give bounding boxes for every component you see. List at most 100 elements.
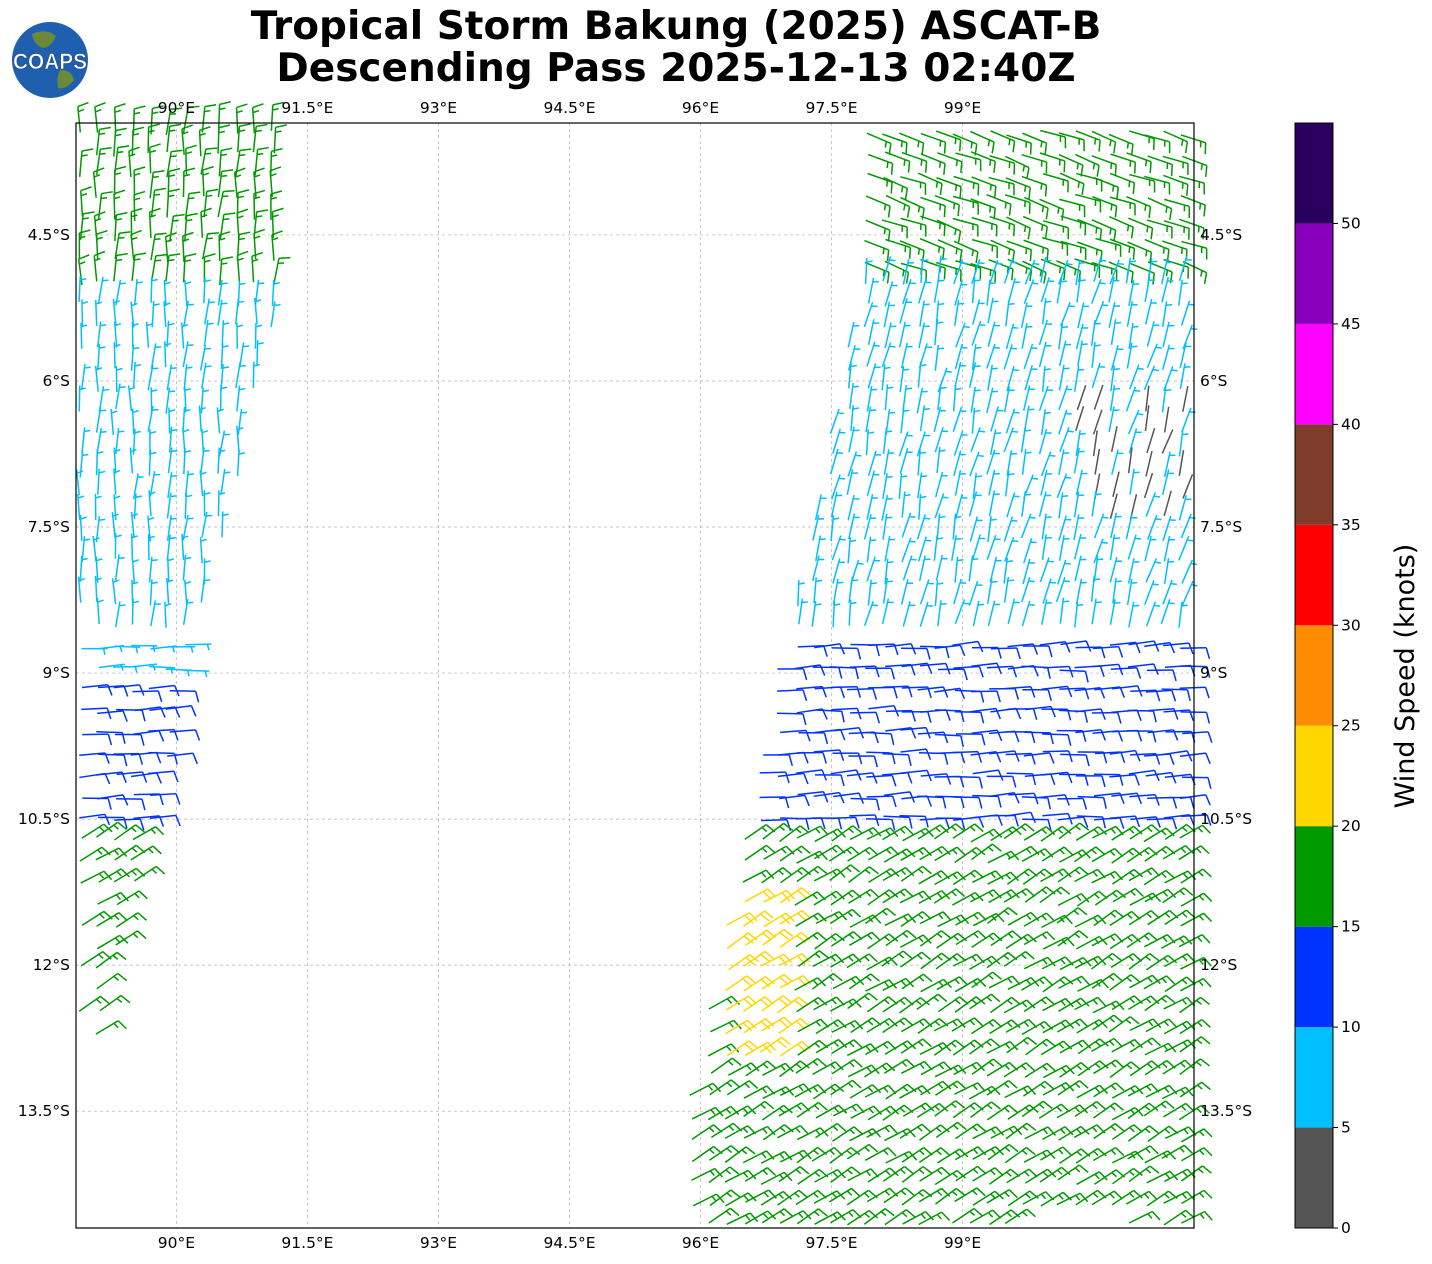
wind-barb [1075, 826, 1108, 841]
wind-barb [972, 870, 1004, 883]
wind-barb [1128, 1210, 1161, 1224]
lat-tick-label-left: 6°S [43, 372, 70, 390]
wind-barb [745, 1060, 777, 1077]
wind-barb [96, 972, 128, 990]
wind-barb [166, 577, 174, 605]
wind-barb [708, 1207, 740, 1224]
wind-barb [988, 176, 1015, 196]
wind-barb [79, 211, 95, 240]
lat-tick-label-left: 12°S [33, 956, 70, 974]
wind-barb [797, 645, 828, 657]
wind-barb [1146, 514, 1162, 540]
wind-barb [1163, 1190, 1196, 1204]
wind-barb [130, 511, 139, 538]
wind-barb [1163, 1209, 1195, 1226]
wind-barb [79, 813, 111, 826]
wind-barb [113, 684, 145, 696]
wind-barb [1127, 534, 1142, 560]
wind-barb [779, 1060, 810, 1078]
wind-barb [116, 890, 148, 906]
wind-barb [865, 907, 897, 925]
wind-barb [1057, 259, 1073, 285]
wind-barb [987, 907, 1018, 924]
wind-barb [934, 319, 944, 346]
wind-barb [1143, 365, 1160, 391]
wind-barb [884, 1209, 916, 1226]
wind-barb [935, 709, 965, 723]
wind-barb [220, 343, 229, 370]
wind-barb [916, 387, 928, 414]
wind-barb [113, 127, 127, 157]
wind-barb [970, 427, 986, 452]
wind-barb [832, 975, 865, 990]
wind-barb [1163, 451, 1176, 478]
wind-barb [955, 322, 970, 348]
wind-barb [163, 279, 171, 307]
wind-barb [116, 771, 148, 783]
wind-barb [79, 555, 88, 582]
wind-barb [828, 1187, 861, 1203]
colorbar-bin [1295, 926, 1333, 1028]
wind-barb [1059, 172, 1085, 196]
wind-barb [217, 490, 226, 517]
wind-barb [813, 890, 845, 906]
wind-barb [1076, 384, 1087, 411]
wind-barb [813, 577, 823, 604]
wind-barb [1042, 733, 1072, 747]
wind-barb [815, 1038, 848, 1054]
wind-barb [1060, 753, 1090, 767]
wind-barb [846, 1209, 879, 1226]
wind-barb [1110, 667, 1142, 679]
wind-barb [1094, 448, 1101, 475]
wind-barb [847, 687, 878, 700]
wind-barb [98, 684, 129, 697]
wind-barb [1038, 341, 1052, 368]
wind-barb [1056, 277, 1068, 304]
wind-barb [1125, 1190, 1158, 1205]
wind-barb [1144, 298, 1157, 325]
colorbar-tick-label: 40 [1341, 415, 1361, 433]
wind-barb [1109, 196, 1136, 216]
wind-barb [1127, 409, 1144, 435]
wind-barb [81, 823, 113, 839]
wind-barb [1162, 1059, 1194, 1075]
wind-barb [971, 344, 982, 371]
wind-barb [1182, 731, 1213, 743]
wind-barb [1004, 470, 1015, 497]
wind-barb [901, 151, 928, 173]
lat-tick-label-right: 13.5°S [1200, 1102, 1252, 1120]
wind-barb [200, 207, 213, 238]
wind-barb [1163, 174, 1189, 196]
wind-barb [1040, 276, 1055, 303]
wind-barb [795, 912, 827, 927]
wind-barb [111, 512, 119, 539]
wind-barb [830, 1166, 861, 1184]
wind-barb [219, 212, 236, 241]
wind-barb [149, 665, 176, 674]
wind-barb [133, 166, 146, 197]
wind-barb [75, 469, 84, 496]
wind-barb [898, 472, 908, 499]
wind-barb [182, 554, 192, 581]
wind-barb [77, 576, 85, 603]
wind-barb [147, 405, 159, 432]
wind-barb [1126, 729, 1157, 743]
wind-barb [1003, 386, 1015, 413]
wind-barb [1146, 219, 1173, 239]
wind-barb [1109, 216, 1134, 239]
wind-barb [1058, 535, 1070, 561]
wind-barb [1109, 259, 1124, 285]
wind-barb [916, 472, 928, 499]
wind-barb [708, 1166, 740, 1184]
wind-barb [1162, 579, 1177, 605]
wind-barb [899, 298, 913, 324]
wind-barb [1094, 751, 1126, 764]
wind-barb [1075, 775, 1106, 788]
wind-barb [1075, 259, 1086, 286]
wind-barb [937, 239, 963, 262]
wind-barb [201, 232, 219, 260]
wind-barb [972, 472, 983, 499]
wind-barb [934, 427, 949, 453]
wind-barb [97, 794, 129, 806]
wind-barb [81, 299, 89, 326]
